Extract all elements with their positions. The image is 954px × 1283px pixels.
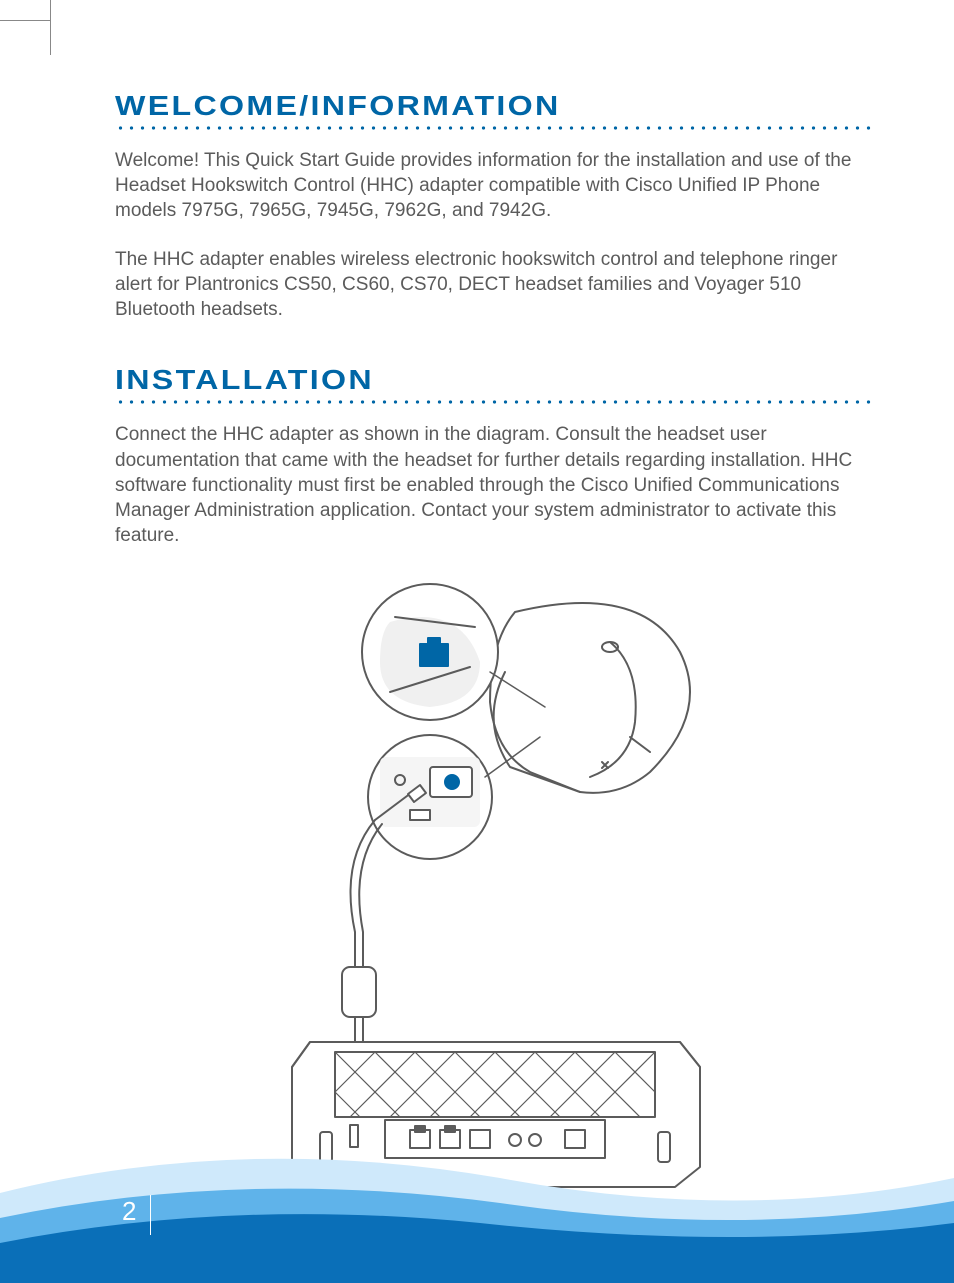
- installation-diagram: [280, 572, 710, 1192]
- welcome-paragraph-1: Welcome! This Quick Start Guide provides…: [115, 148, 875, 223]
- crop-mark: [0, 20, 50, 21]
- footer-wave-graphic: [0, 1123, 954, 1283]
- document-page: WELCOME/INFORMATION Welcome! This Quick …: [0, 0, 954, 1283]
- crop-mark: [50, 0, 51, 55]
- content-area: WELCOME/INFORMATION Welcome! This Quick …: [115, 90, 875, 1192]
- rj-port-callout-icon: [362, 584, 498, 720]
- page-number-divider: [150, 1195, 151, 1235]
- installation-heading: INSTALLATION: [115, 364, 954, 396]
- welcome-heading: WELCOME/INFORMATION: [115, 90, 954, 122]
- welcome-paragraph-2: The HHC adapter enables wireless electro…: [115, 247, 875, 322]
- installation-paragraph-1: Connect the HHC adapter as shown in the …: [115, 422, 875, 547]
- dotted-rule: [115, 400, 875, 404]
- page-number: 2: [122, 1196, 136, 1227]
- audio-jack-callout-icon: [368, 735, 492, 859]
- dotted-rule: [115, 126, 875, 130]
- headset-base-icon: [490, 603, 690, 793]
